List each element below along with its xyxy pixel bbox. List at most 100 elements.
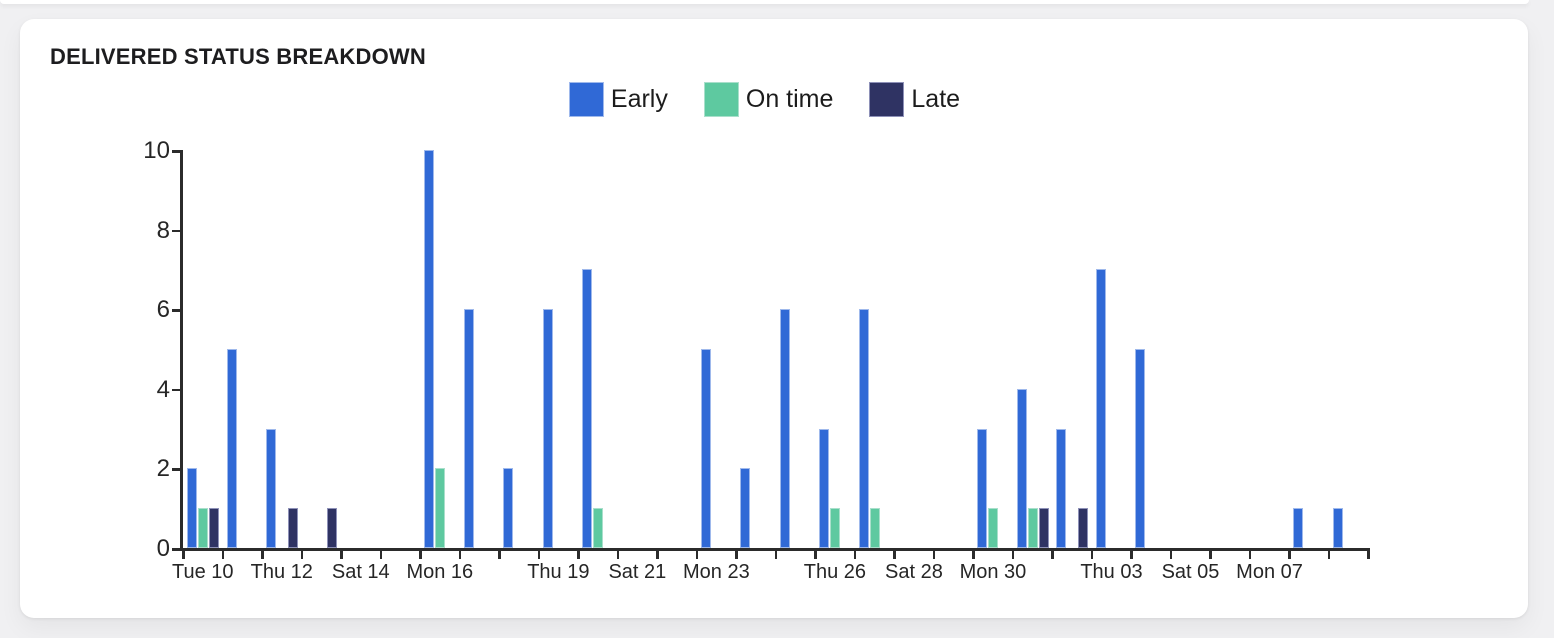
bar-late-thu-12[interactable] bbox=[287, 508, 298, 548]
y-tick bbox=[172, 309, 180, 312]
x-tick bbox=[1090, 551, 1094, 559]
bar-early-mon-30[interactable] bbox=[977, 428, 988, 548]
bar-early-tue-01[interactable] bbox=[1016, 388, 1027, 548]
x-axis-line bbox=[180, 548, 1371, 551]
x-tick bbox=[932, 551, 936, 559]
legend: Early On time Late bbox=[11, 82, 1519, 117]
x-tick-label: Mon 23 bbox=[683, 561, 750, 583]
bar-early-fri-04[interactable] bbox=[1135, 349, 1146, 548]
x-tick bbox=[1209, 551, 1212, 559]
bar-late-tue-01[interactable] bbox=[1038, 508, 1049, 548]
x-tick bbox=[1051, 551, 1054, 559]
y-tick bbox=[172, 229, 180, 233]
x-tick bbox=[498, 551, 501, 559]
x-tick bbox=[261, 551, 264, 559]
legend-item-late[interactable]: Late bbox=[869, 82, 961, 117]
bar-early-thu-19[interactable] bbox=[542, 309, 553, 548]
bar-on-time-tue-01[interactable] bbox=[1027, 508, 1038, 548]
x-tick bbox=[853, 551, 857, 559]
legend-swatch-on-time bbox=[703, 82, 739, 117]
bar-early-fri-27[interactable] bbox=[858, 309, 869, 548]
bar-early-thu-26[interactable] bbox=[819, 428, 830, 548]
x-tick bbox=[537, 551, 541, 559]
bar-late-fri-13[interactable] bbox=[327, 508, 338, 548]
bar-late-wed-02[interactable] bbox=[1078, 508, 1089, 548]
y-tick-label: 0 bbox=[156, 535, 170, 562]
x-tick bbox=[1169, 551, 1173, 559]
x-tick bbox=[1367, 551, 1370, 559]
bar-early-wed-09[interactable] bbox=[1332, 508, 1343, 548]
bar-on-time-fri-27[interactable] bbox=[869, 508, 880, 548]
plot-area: 0 2 4 6 8 10 Tue 10 Thu 12 Sat 14 Mon 16 Thu 19 Sat… bbox=[20, 19, 1528, 618]
bar-on-time-mon-16[interactable] bbox=[435, 468, 446, 548]
legend-label: Late bbox=[911, 85, 961, 113]
y-tick-label: 10 bbox=[143, 137, 170, 164]
x-tick bbox=[656, 551, 659, 559]
x-tick-label: Thu 26 bbox=[803, 561, 867, 583]
x-tick bbox=[458, 551, 462, 559]
legend-swatch-late bbox=[869, 82, 905, 117]
chart-card: DELIVERED STATUS BREAKDOWN Early On time L… bbox=[20, 19, 1528, 618]
x-tick-label: Sat 28 bbox=[885, 561, 943, 583]
y-tick-label: 4 bbox=[156, 375, 170, 403]
x-tick bbox=[1011, 551, 1015, 559]
bar-early-mon-23[interactable] bbox=[700, 349, 711, 548]
x-tick-label: Thu 19 bbox=[527, 561, 590, 583]
bar-early-mon-16[interactable] bbox=[424, 150, 435, 548]
bar-early-tue-08[interactable] bbox=[1293, 508, 1304, 548]
y-tick-label: 2 bbox=[156, 455, 170, 483]
x-tick bbox=[419, 551, 422, 559]
x-tick-label: Mon 30 bbox=[959, 561, 1027, 583]
x-tick bbox=[735, 551, 738, 559]
x-tick bbox=[814, 551, 817, 559]
x-tick bbox=[379, 551, 383, 559]
x-tick-label: Sat 14 bbox=[331, 561, 390, 583]
bar-on-time-thu-26[interactable] bbox=[830, 508, 841, 548]
bar-early-thu-12[interactable] bbox=[266, 428, 277, 548]
bar-early-wed-25[interactable] bbox=[779, 309, 790, 548]
legend-item-early[interactable]: Early bbox=[568, 82, 668, 117]
x-tick bbox=[182, 551, 185, 559]
bar-early-fri-20[interactable] bbox=[582, 269, 593, 548]
legend-label: On time bbox=[745, 85, 834, 113]
legend-label: Early bbox=[610, 85, 668, 113]
x-tick bbox=[577, 551, 580, 559]
x-tick-label: Tue 10 bbox=[171, 561, 234, 583]
bar-on-time-mon-30[interactable] bbox=[988, 508, 999, 548]
x-tick bbox=[774, 551, 778, 559]
bar-early-thu-03[interactable] bbox=[1095, 269, 1106, 548]
adjacent-card-edge bbox=[0, 0, 1529, 4]
y-tick bbox=[172, 548, 180, 551]
x-tick-label: Thu 03 bbox=[1080, 561, 1143, 583]
bar-early-wed-18[interactable] bbox=[503, 468, 514, 548]
bar-early-tue-17[interactable] bbox=[463, 309, 474, 548]
bar-early-wed-02[interactable] bbox=[1056, 428, 1067, 548]
x-tick bbox=[340, 551, 343, 559]
y-tick-label: 6 bbox=[156, 296, 170, 324]
bar-early-wed-11[interactable] bbox=[226, 349, 237, 548]
x-tick bbox=[221, 551, 224, 559]
y-tick bbox=[172, 388, 180, 392]
y-tick-label: 8 bbox=[156, 216, 170, 244]
bar-early-tue-10[interactable] bbox=[187, 468, 198, 548]
bar-on-time-tue-10[interactable] bbox=[198, 508, 208, 548]
x-tick-label: Sat 21 bbox=[608, 561, 667, 583]
bar-on-time-fri-20[interactable] bbox=[593, 508, 604, 548]
legend-item-on-time[interactable]: On time bbox=[703, 82, 834, 117]
x-tick bbox=[1288, 551, 1291, 559]
x-tick bbox=[695, 551, 699, 559]
x-tick bbox=[616, 551, 620, 559]
x-tick bbox=[1248, 551, 1252, 559]
x-tick bbox=[1130, 551, 1133, 559]
x-tick-label: Mon 07 bbox=[1236, 561, 1303, 583]
x-tick bbox=[972, 551, 975, 559]
bar-early-tue-24[interactable] bbox=[740, 468, 751, 548]
x-tick bbox=[300, 551, 304, 559]
bar-late-tue-10[interactable] bbox=[208, 508, 219, 548]
x-tick bbox=[1327, 551, 1331, 559]
x-tick-label: Sat 05 bbox=[1161, 561, 1220, 583]
x-tick bbox=[893, 551, 896, 559]
chart-title: DELIVERED STATUS BREAKDOWN bbox=[50, 44, 426, 69]
x-tick-label: Mon 16 bbox=[406, 561, 474, 583]
